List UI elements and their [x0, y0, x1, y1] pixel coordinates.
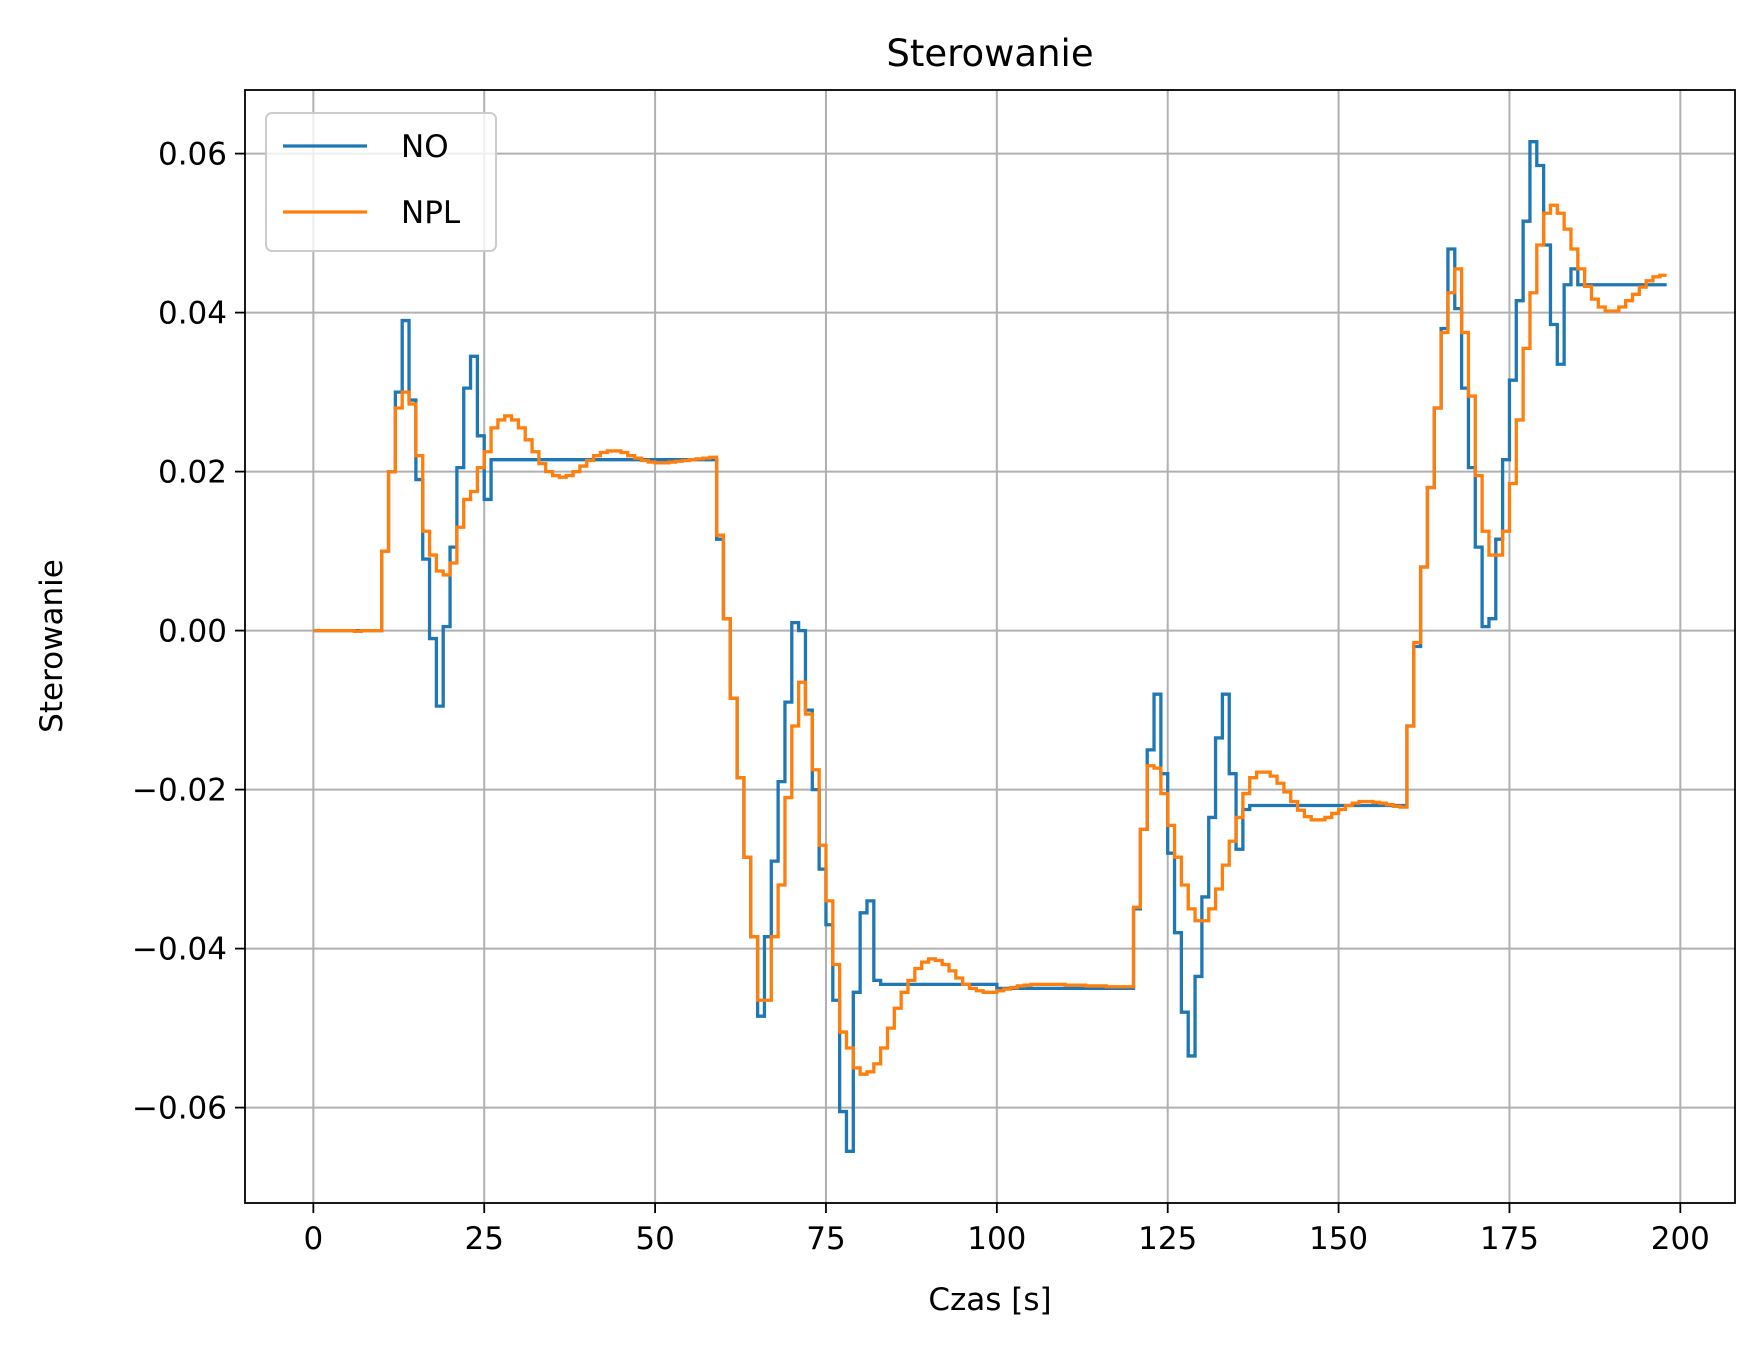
y-tick-label: 0.00 — [158, 614, 227, 650]
x-axis-label: Czas [s] — [928, 1282, 1051, 1318]
x-tick-label: 200 — [1651, 1221, 1710, 1257]
chart-title: Sterowanie — [886, 32, 1093, 75]
legend: NO NPL — [265, 112, 497, 252]
y-tick-label: 0.02 — [158, 455, 227, 491]
plot-frame — [244, 89, 1736, 1204]
x-axis: 0 25 50 75 100 125 150 175 200 — [303, 1203, 1710, 1257]
series-line-npl — [313, 203, 1667, 1076]
x-tick-label: 125 — [1138, 1221, 1197, 1257]
x-tick-label: 150 — [1309, 1221, 1368, 1257]
x-tick-label: 25 — [464, 1221, 503, 1257]
y-tick-label: 0.06 — [158, 137, 227, 173]
y-axis: −0.06 −0.04 −0.02 0.00 0.02 0.04 0.06 — [132, 137, 245, 1127]
legend-box — [265, 112, 497, 252]
legend-label-no: NO — [401, 129, 449, 165]
x-tick-label: 75 — [806, 1221, 845, 1257]
legend-label-npl: NPL — [401, 195, 461, 231]
y-axis-label: Sterowanie — [34, 559, 70, 733]
y-tick-label: −0.04 — [132, 932, 227, 968]
y-tick-label: −0.06 — [132, 1091, 227, 1127]
grid — [245, 90, 1735, 1203]
x-tick-label: 175 — [1480, 1221, 1539, 1257]
x-tick-label: 0 — [303, 1221, 323, 1257]
series-layer — [313, 140, 1667, 1153]
x-tick-label: 50 — [635, 1221, 674, 1257]
x-tick-label: 100 — [967, 1221, 1026, 1257]
y-tick-label: 0.04 — [158, 296, 227, 332]
y-tick-label: −0.02 — [132, 773, 227, 809]
